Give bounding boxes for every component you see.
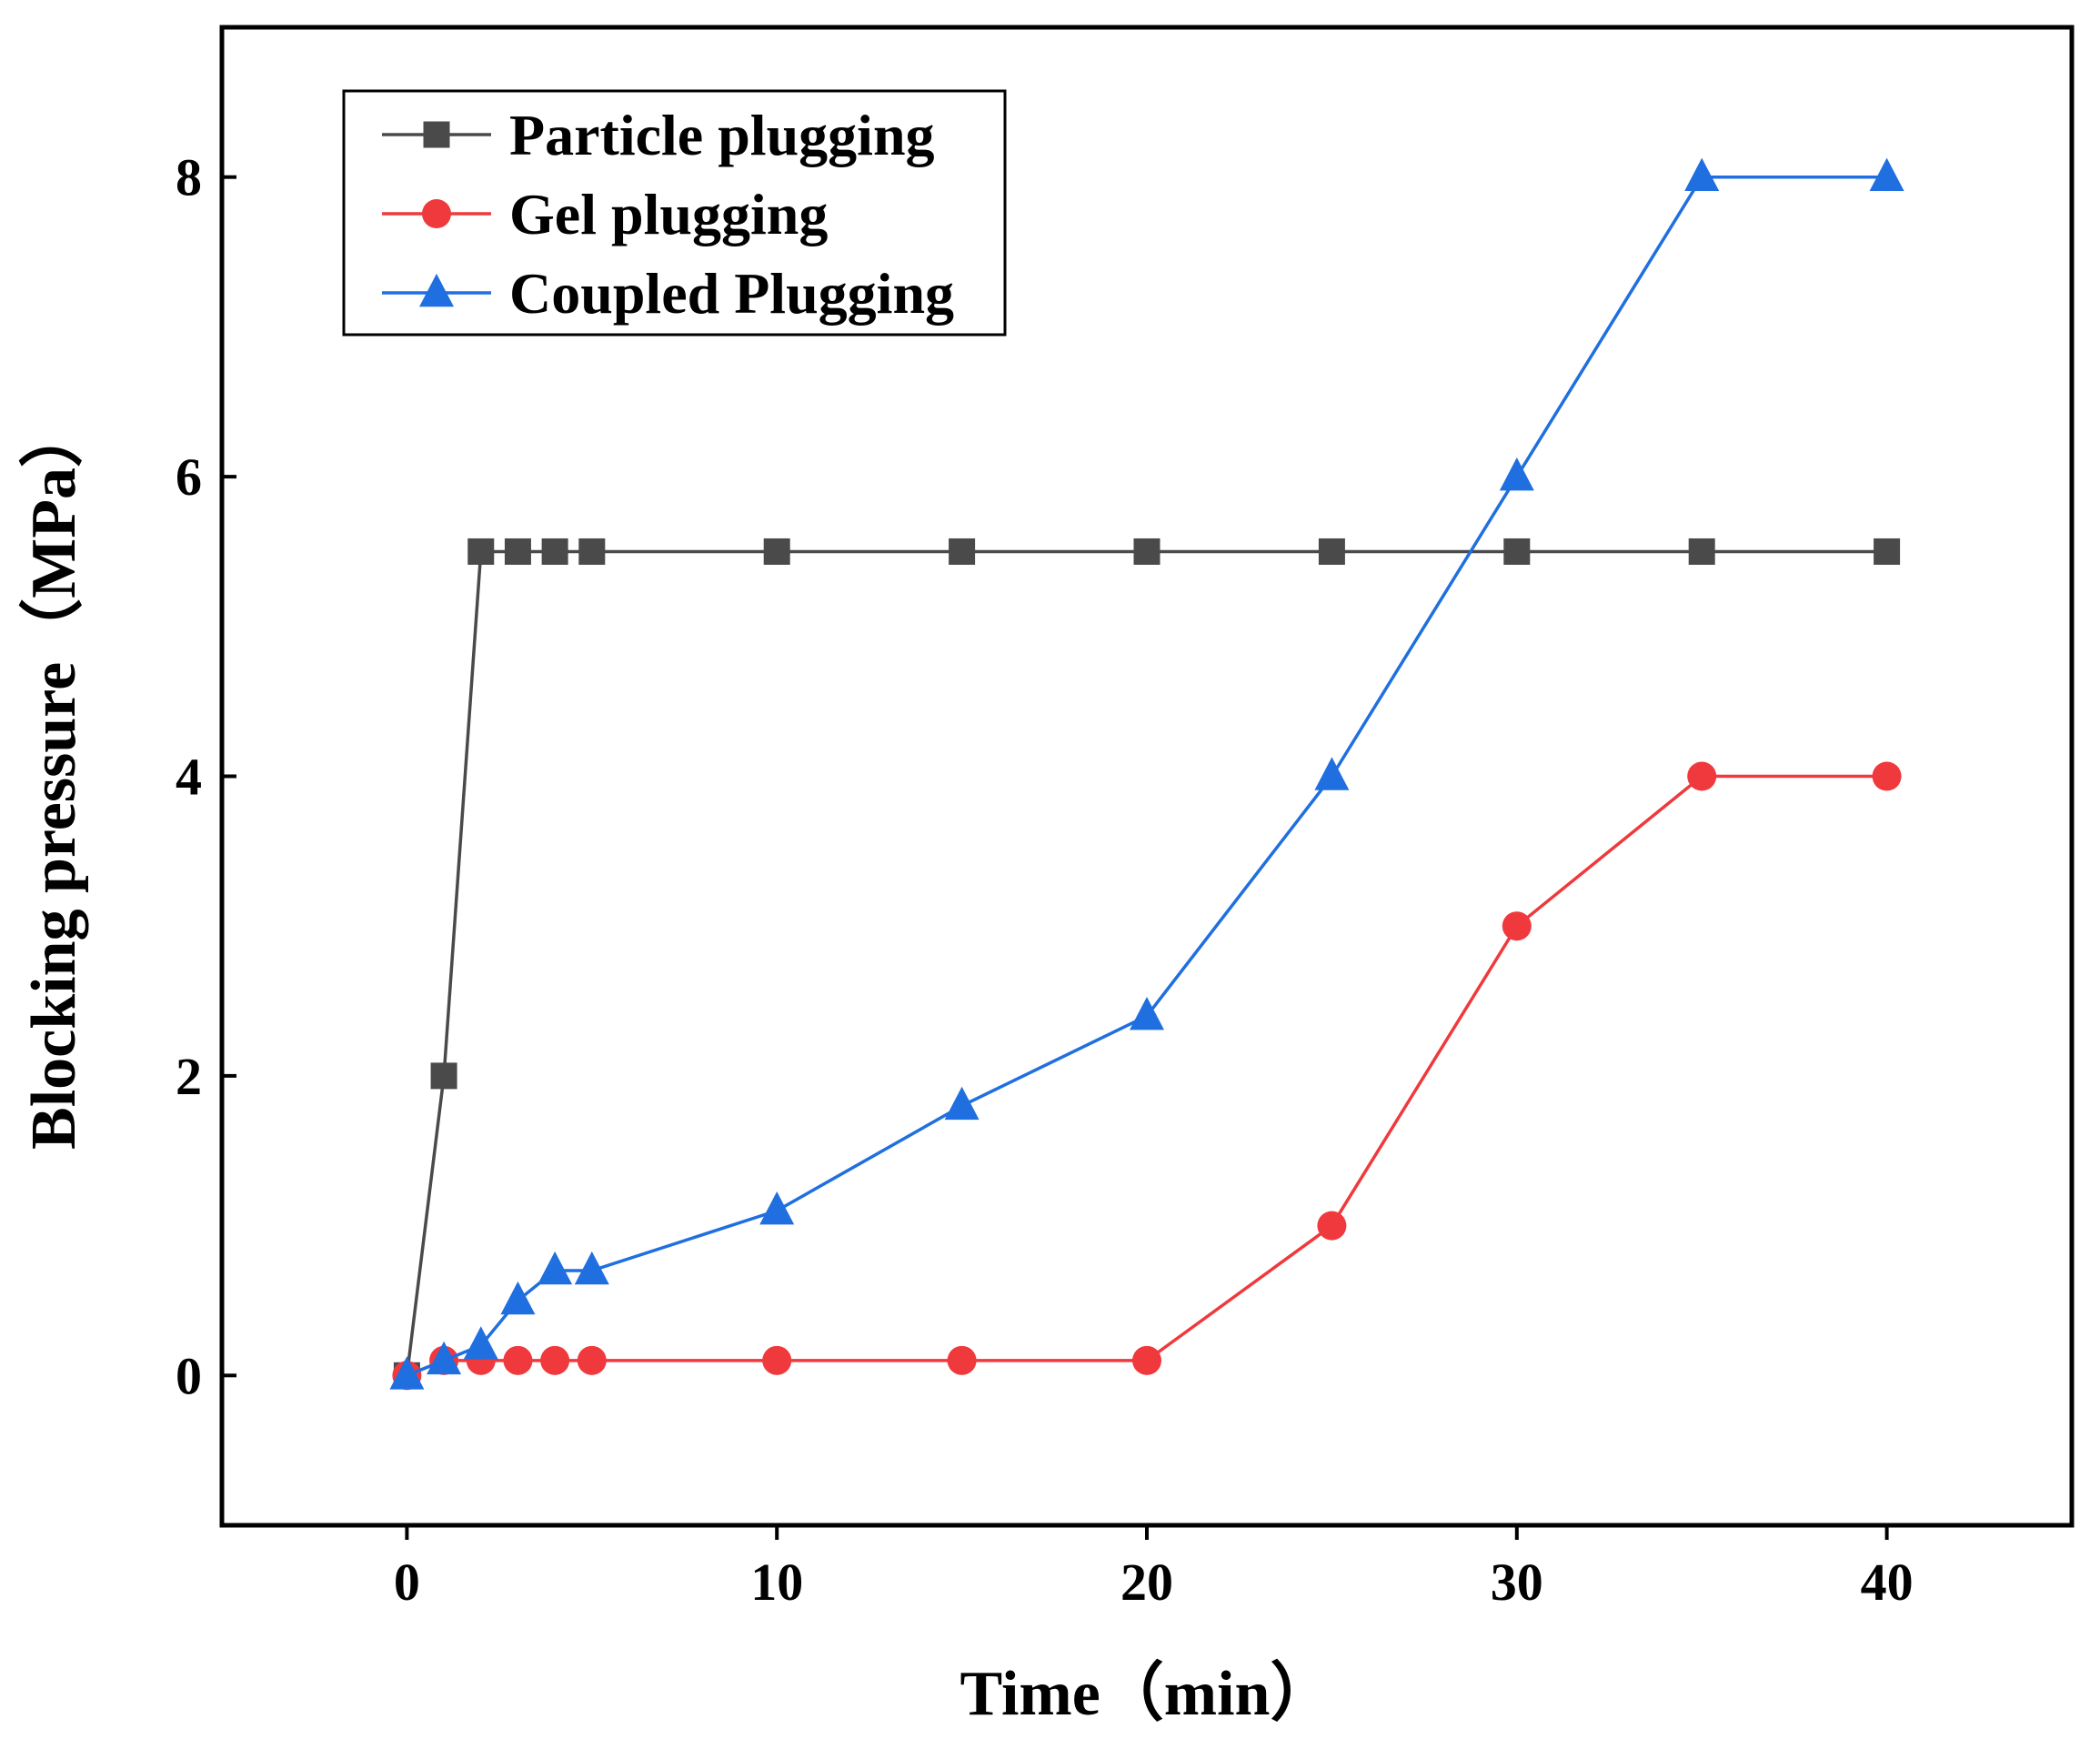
data-point bbox=[500, 1281, 536, 1315]
data-point bbox=[1688, 538, 1715, 565]
x-tick-label: 40 bbox=[1861, 1553, 1914, 1612]
data-point bbox=[503, 1345, 533, 1375]
data-point bbox=[1318, 538, 1345, 565]
legend-marker bbox=[419, 273, 454, 307]
x-tick-label: 30 bbox=[1491, 1553, 1543, 1612]
data-point bbox=[1499, 457, 1534, 491]
data-point bbox=[762, 1345, 792, 1375]
data-point bbox=[1130, 996, 1164, 1030]
data-point bbox=[577, 1345, 607, 1375]
data-point bbox=[430, 1062, 457, 1090]
y-tick-label: 4 bbox=[176, 748, 202, 807]
legend-marker bbox=[422, 199, 451, 228]
legend-label: Coupled Plugging bbox=[509, 261, 954, 326]
legend-label: Particle plugging bbox=[509, 103, 935, 167]
legend-item: Gel plugging bbox=[382, 182, 828, 246]
legend: Particle plugging Gel plugging Coupled Plu… bbox=[342, 89, 1007, 337]
legend-marker bbox=[423, 121, 450, 148]
legend-item: Particle plugging bbox=[382, 103, 935, 167]
series-line bbox=[406, 175, 1887, 1377]
data-point bbox=[763, 538, 790, 565]
data-point bbox=[947, 1345, 977, 1375]
data-point bbox=[1317, 1211, 1347, 1241]
series-gel-plugging bbox=[392, 761, 1902, 1391]
data-point bbox=[1133, 538, 1161, 565]
legend-label: Gel plugging bbox=[509, 182, 828, 246]
data-point bbox=[759, 1191, 795, 1225]
y-axis: 0 2 4 6 8 bbox=[176, 148, 236, 1405]
y-axis-title: Blocking pressure（MPa） bbox=[18, 404, 89, 1150]
series-layer bbox=[389, 157, 1904, 1391]
data-point bbox=[389, 1356, 425, 1390]
data-point bbox=[1132, 1345, 1161, 1375]
y-tick-label: 8 bbox=[176, 148, 202, 207]
x-tick-label: 20 bbox=[1120, 1553, 1173, 1612]
x-tick-label: 0 bbox=[394, 1553, 420, 1612]
x-tick-label: 10 bbox=[750, 1553, 803, 1612]
data-point bbox=[1872, 761, 1902, 791]
series-line bbox=[405, 549, 1887, 1376]
series-coupled-plugging bbox=[389, 157, 1904, 1390]
data-point bbox=[427, 1341, 462, 1375]
data-point bbox=[540, 1345, 570, 1375]
data-point bbox=[944, 1086, 980, 1121]
data-point bbox=[1869, 157, 1904, 191]
y-tick-label: 0 bbox=[176, 1346, 202, 1405]
x-axis: 0 10 20 30 40 bbox=[394, 1525, 1914, 1612]
data-point bbox=[538, 1251, 573, 1285]
data-point bbox=[578, 538, 606, 565]
data-point bbox=[541, 538, 568, 565]
legend-item: Coupled Plugging bbox=[382, 261, 954, 326]
y-tick-label: 2 bbox=[176, 1047, 202, 1106]
data-point bbox=[1684, 157, 1720, 191]
data-point bbox=[504, 538, 531, 565]
data-point bbox=[1503, 538, 1531, 565]
data-point bbox=[1687, 761, 1717, 791]
data-point bbox=[1502, 911, 1532, 941]
y-tick-label: 6 bbox=[176, 447, 202, 507]
x-axis-title: Time（min） bbox=[960, 1658, 1334, 1729]
data-point bbox=[463, 1326, 498, 1360]
data-point bbox=[574, 1251, 609, 1285]
data-point bbox=[1874, 538, 1901, 565]
series-line bbox=[406, 774, 1887, 1377]
data-point bbox=[467, 538, 495, 565]
data-point bbox=[1314, 757, 1350, 790]
data-point bbox=[949, 538, 976, 565]
